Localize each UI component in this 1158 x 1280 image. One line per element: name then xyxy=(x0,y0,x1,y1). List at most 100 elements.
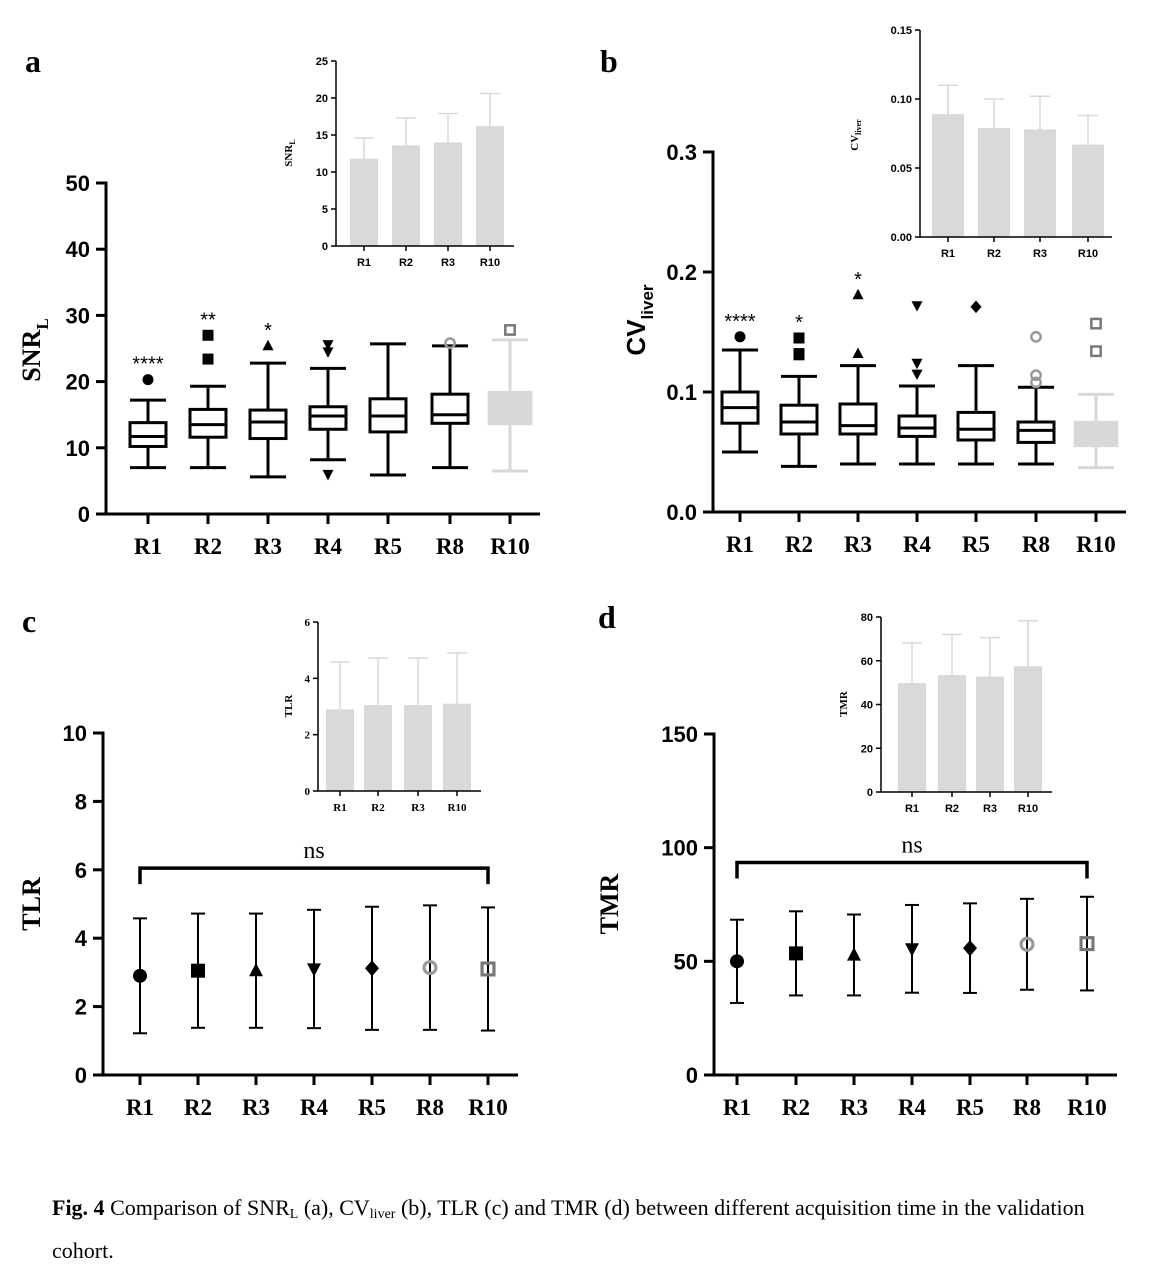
caption-label: Fig. 4 xyxy=(52,1195,105,1220)
x-tick-label: R4 xyxy=(898,1095,927,1120)
inset-bar xyxy=(476,126,504,246)
inset-y-tick-label: 20 xyxy=(316,93,328,105)
outlier-point xyxy=(322,347,334,358)
inset-bar xyxy=(938,674,966,792)
y-tick-label: 0 xyxy=(75,1063,87,1088)
x-tick-label: R3 xyxy=(254,534,282,559)
point-R1 xyxy=(730,918,744,1004)
significance-label: * xyxy=(854,269,862,291)
box-body xyxy=(779,403,819,436)
x-tick-label: R8 xyxy=(436,534,464,559)
significance-label: * xyxy=(264,320,272,342)
y-tick-label: 40 xyxy=(66,237,90,262)
inset-b: 0.00 0.05 0.10 0.15 R1 R2 R3 R10 CVliver xyxy=(849,25,1112,260)
inset-y-tick-label: 2 xyxy=(305,730,311,742)
inset-x-tick-label: R2 xyxy=(987,248,1001,260)
y-axis-label-sub: liver xyxy=(638,284,657,319)
inset-x-tick-label: R2 xyxy=(371,802,385,814)
y-tick-label: 100 xyxy=(661,836,698,861)
y-tick-label: 10 xyxy=(66,436,90,461)
point-R4 xyxy=(905,903,919,994)
caption-sub-2: liver xyxy=(369,1207,396,1222)
inset-x-tick-label: R1 xyxy=(357,257,371,269)
mean-marker xyxy=(730,954,744,969)
x-tick-label: R3 xyxy=(242,1095,270,1120)
inset-y-tick-label: 5 xyxy=(322,204,328,216)
inset-x-tick-label: R10 xyxy=(1078,248,1098,260)
point-R10 xyxy=(1079,895,1095,992)
inset-c: 0 2 4 6 R1 R2 R3 R10 TLR xyxy=(283,617,481,814)
y-tick-label: 8 xyxy=(75,789,87,814)
mean-marker xyxy=(905,943,919,957)
panel-letter: a xyxy=(25,43,41,79)
outlier-point xyxy=(793,332,805,344)
point-R2 xyxy=(789,910,803,997)
significance-label: ** xyxy=(200,309,216,331)
inset-y-axis-label-sub: L xyxy=(288,139,297,144)
point-R1 xyxy=(133,917,147,1035)
x-tick-label: R4 xyxy=(314,534,343,559)
significance-label: * xyxy=(795,312,803,334)
outlier-point xyxy=(322,340,334,351)
y-tick-label: 50 xyxy=(674,949,698,974)
x-tick-label: R2 xyxy=(782,1095,810,1120)
outlier-point xyxy=(202,329,214,341)
mean-marker xyxy=(307,963,321,977)
mean-marker xyxy=(133,968,147,983)
y-tick-label: 0.3 xyxy=(666,140,697,165)
x-tick-label: R2 xyxy=(785,532,813,557)
figure-caption: Fig. 4 Comparison of SNRL (a), CVliver (… xyxy=(52,1190,1132,1269)
point-R10 xyxy=(480,906,496,1032)
outlier-point xyxy=(262,339,274,351)
outlier-point xyxy=(911,358,923,370)
inset-x-tick-label: R1 xyxy=(941,248,955,260)
x-tick-label: R3 xyxy=(840,1095,868,1120)
box-R1: **** xyxy=(720,311,760,454)
x-tick-label: R5 xyxy=(374,534,402,559)
inset-y-tick-label: 0.05 xyxy=(891,163,912,175)
inset-y-axis-label: TLR xyxy=(283,694,295,718)
box-body xyxy=(308,405,348,431)
outlier-point xyxy=(911,301,923,312)
inset-y-tick-label: 0.15 xyxy=(891,25,912,37)
outlier-point xyxy=(734,331,746,343)
x-tick-label: R8 xyxy=(1013,1095,1041,1120)
y-tick-label: 0 xyxy=(686,1063,698,1088)
inset-y-tick-label: 4 xyxy=(305,673,311,685)
point-R3 xyxy=(249,912,263,1029)
panel-letter: d xyxy=(598,599,616,635)
mean-marker xyxy=(1019,936,1035,952)
box-R2: * xyxy=(779,312,819,468)
point-R8 xyxy=(422,904,438,1031)
x-tick-label: R2 xyxy=(184,1095,212,1120)
outlier-point xyxy=(322,469,334,481)
x-tick-label: R1 xyxy=(134,534,162,559)
point-R5 xyxy=(963,902,977,994)
outlier-point xyxy=(142,374,154,386)
y-tick-label: 0.1 xyxy=(666,380,697,405)
caption-sub-1: L xyxy=(289,1207,299,1222)
y-tick-label: 20 xyxy=(66,370,90,395)
y-tick-label: 150 xyxy=(661,722,698,747)
x-tick-label: R2 xyxy=(194,534,222,559)
box-R3: * xyxy=(838,269,878,466)
x-tick-label: R1 xyxy=(126,1095,154,1120)
outlier-point xyxy=(970,300,982,314)
box-R10 xyxy=(487,324,533,473)
panel-letter: b xyxy=(600,43,618,79)
mean-marker xyxy=(365,960,379,977)
ns-bracket xyxy=(138,866,490,885)
y-axis-label-sub: L xyxy=(33,318,52,329)
caption-text-1: Comparison of SNR xyxy=(104,1195,290,1220)
y-tick-label: 0.2 xyxy=(666,260,697,285)
inset-bar xyxy=(1024,129,1056,237)
inset-x-tick-label: R3 xyxy=(1033,248,1047,260)
mean-marker xyxy=(249,962,263,977)
panel-c: c 0 2 4 6 8 10 R1 R2 R3 R4 R5 R8 R10 TLR ns 0 2 4 6 R1 R2 R3 R1… xyxy=(17,603,518,1120)
inset-bar xyxy=(932,114,964,237)
box-body xyxy=(248,408,288,441)
ns-label: ns xyxy=(303,838,324,864)
